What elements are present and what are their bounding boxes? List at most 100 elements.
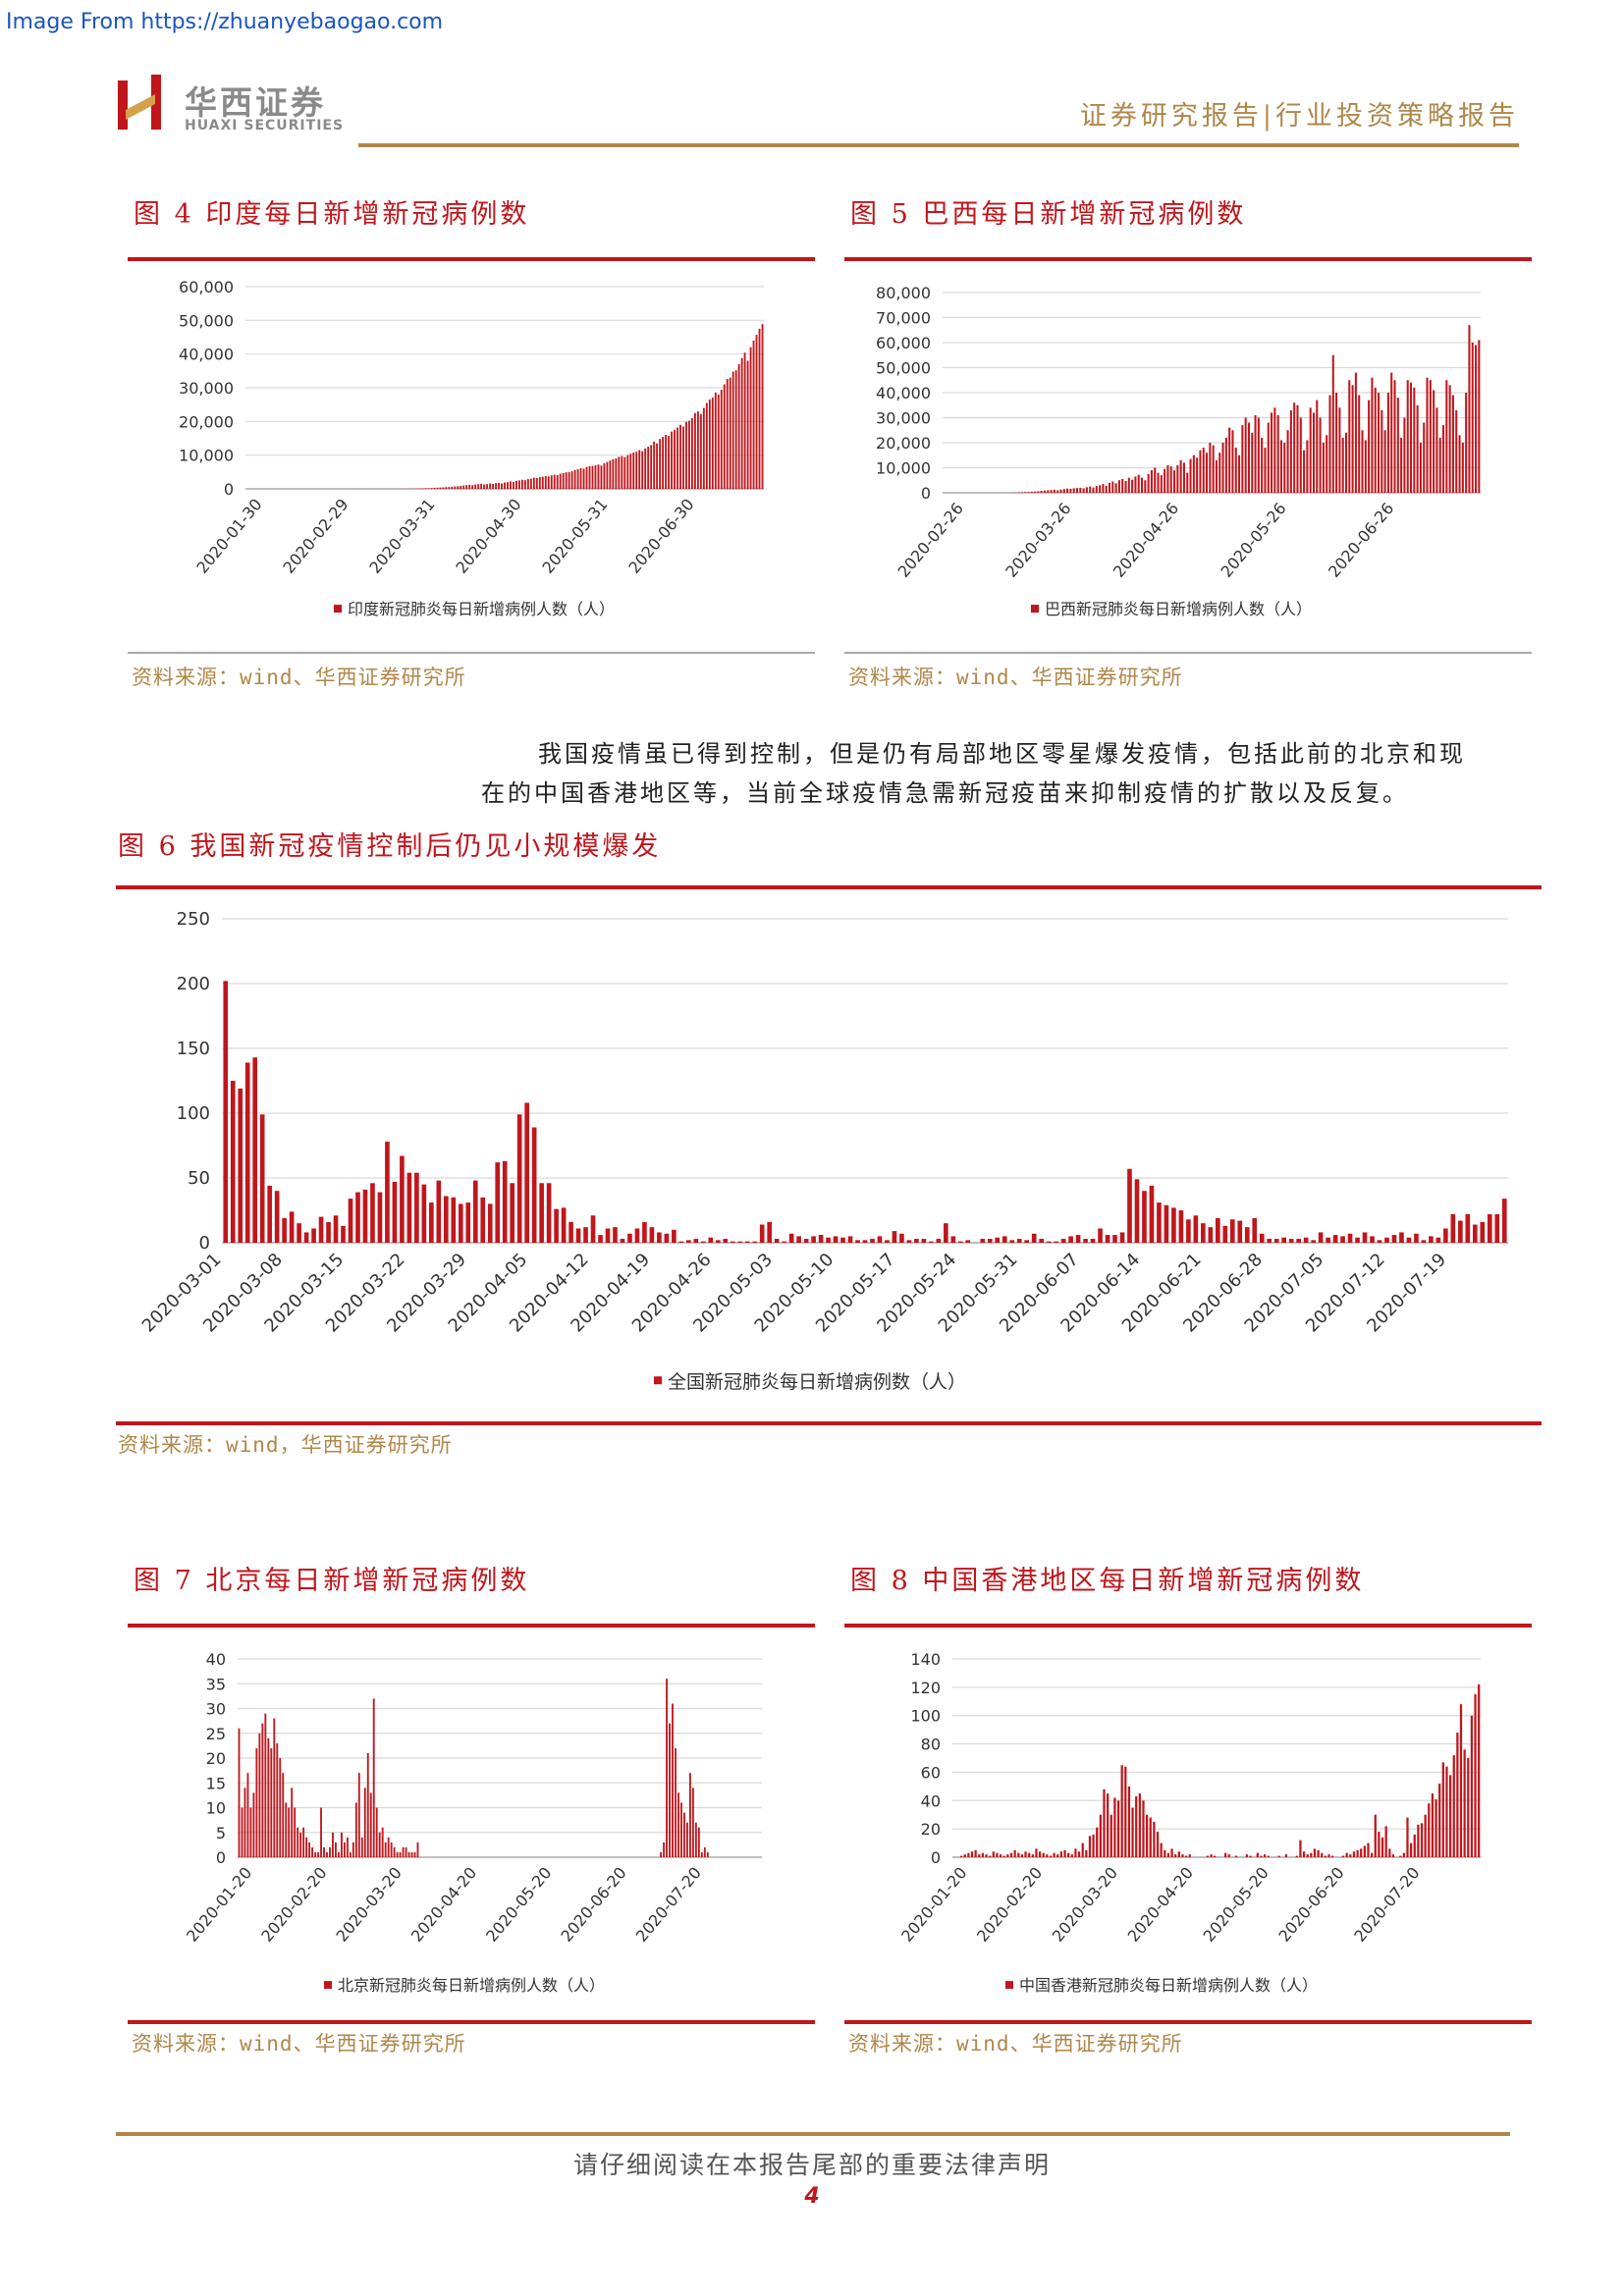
- bar: [433, 487, 436, 489]
- bar: [308, 1842, 311, 1857]
- bar: [1475, 345, 1478, 493]
- bar: [1321, 1852, 1324, 1857]
- bar: [672, 1229, 677, 1243]
- bar: [703, 1846, 706, 1857]
- bar: [1480, 1221, 1486, 1243]
- bar: [1377, 1240, 1382, 1243]
- bar: [1149, 1817, 1152, 1857]
- bar: [314, 1851, 316, 1857]
- fig8-source: 资料来源：wind、华西证券研究所: [848, 2032, 1183, 2056]
- bar: [1452, 1755, 1455, 1857]
- bar: [1260, 1855, 1263, 1857]
- x-tick-label: 2020-06-20: [557, 1863, 629, 1945]
- bar: [668, 436, 670, 489]
- bar: [1324, 1855, 1326, 1857]
- y-tick-label: 0: [199, 1233, 210, 1254]
- bar: [603, 462, 606, 489]
- bar: [1103, 1789, 1106, 1857]
- bar: [1470, 1715, 1474, 1857]
- legal-disclaimer-link[interactable]: 请仔细阅读在本报告尾部的重要法律声明: [572, 2151, 1051, 2179]
- bar: [1335, 393, 1338, 493]
- bar: [1288, 1239, 1294, 1243]
- bar: [1467, 1758, 1470, 1857]
- bar: [1099, 1814, 1102, 1857]
- bar: [1083, 1239, 1088, 1243]
- bar: [1303, 1237, 1309, 1243]
- bar: [1471, 343, 1474, 493]
- x-tick-label: 2020-06-20: [1274, 1863, 1347, 1945]
- bar: [629, 454, 632, 489]
- bar: [1316, 400, 1319, 493]
- bar: [1077, 1851, 1081, 1857]
- bar: [1206, 453, 1209, 493]
- bar: [1429, 1236, 1434, 1243]
- bar: [1063, 1849, 1066, 1857]
- bar: [737, 1241, 743, 1243]
- bar: [1245, 1854, 1249, 1857]
- bar: [1399, 1232, 1404, 1243]
- bar: [1145, 1814, 1149, 1857]
- bar: [1501, 1199, 1507, 1243]
- bar: [1293, 402, 1296, 493]
- source-link[interactable]: Image From https://zhuanyebaogao.com: [6, 10, 444, 34]
- bar: [811, 1236, 816, 1243]
- bar: [565, 472, 568, 489]
- bar: [1419, 443, 1422, 493]
- bar: [1053, 1852, 1056, 1857]
- bar: [311, 1228, 316, 1243]
- bar: [618, 456, 621, 489]
- bar: [515, 480, 517, 489]
- bar: [299, 1832, 302, 1857]
- bar: [847, 1236, 853, 1243]
- bar: [1380, 409, 1383, 493]
- bar: [332, 1832, 334, 1857]
- bar: [1241, 425, 1244, 493]
- fig7-bottom-rule: [128, 2020, 815, 2024]
- bar: [363, 1788, 366, 1857]
- bar: [1079, 487, 1082, 493]
- bar: [1186, 1219, 1191, 1243]
- bar: [396, 1851, 399, 1857]
- bar: [354, 1802, 357, 1857]
- bar: [1068, 1236, 1073, 1243]
- bar: [1088, 1836, 1092, 1857]
- bar: [1284, 1854, 1288, 1857]
- bar: [585, 466, 588, 489]
- bar: [498, 482, 500, 489]
- bar: [1210, 1854, 1213, 1857]
- bar: [264, 1713, 267, 1857]
- bar: [662, 437, 665, 489]
- bar: [1438, 1783, 1441, 1857]
- bar: [1416, 404, 1419, 493]
- bar: [1443, 1228, 1448, 1243]
- bar: [556, 474, 559, 489]
- bar: [1049, 1855, 1053, 1857]
- bar: [1016, 1239, 1022, 1243]
- bar: [1098, 1228, 1103, 1243]
- bar: [573, 469, 576, 489]
- bar: [734, 370, 737, 489]
- bar: [711, 397, 714, 489]
- bar: [1046, 1241, 1052, 1243]
- bar: [1137, 474, 1140, 493]
- bar: [1020, 1854, 1024, 1857]
- fig5-title: 图 5 巴西每日新增新冠病例数: [850, 199, 1247, 230]
- bar: [390, 1842, 393, 1857]
- bar: [609, 460, 612, 489]
- bar: [1196, 457, 1199, 493]
- bar: [656, 443, 659, 489]
- bar: [524, 1102, 529, 1243]
- bar: [1024, 1240, 1030, 1243]
- bar: [1075, 488, 1079, 493]
- x-tick-label: 2020-02-20: [973, 1863, 1046, 1945]
- bar: [1114, 483, 1117, 493]
- y-tick-label: 0: [921, 484, 931, 503]
- bar: [995, 1237, 1001, 1243]
- bar: [1028, 1852, 1031, 1857]
- bar: [370, 1183, 375, 1243]
- bar: [759, 1224, 765, 1243]
- bar: [1384, 1237, 1389, 1243]
- bar: [1413, 387, 1416, 493]
- bar: [1201, 1223, 1206, 1243]
- bar: [1273, 1239, 1279, 1243]
